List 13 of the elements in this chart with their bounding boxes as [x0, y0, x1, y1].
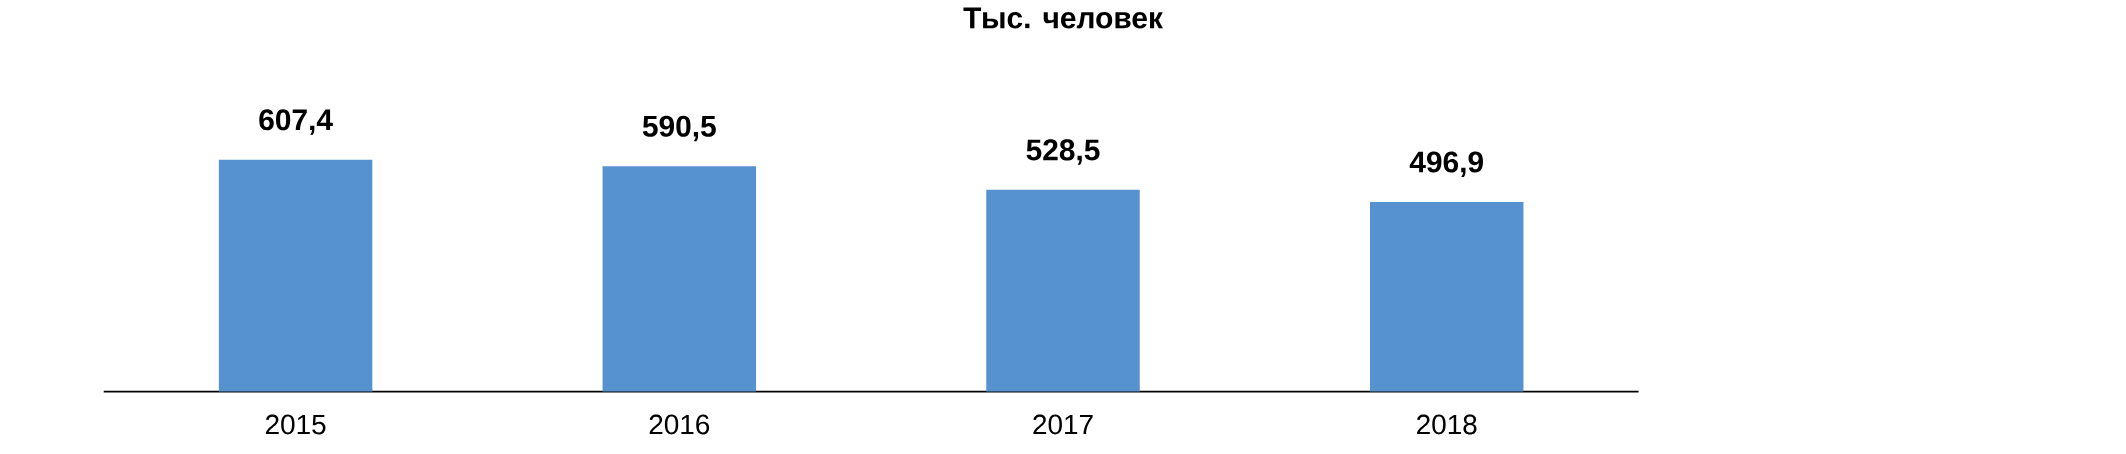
bar	[1369, 201, 1524, 392]
data-label: 590,5	[642, 115, 716, 142]
x-tick-label: 2017	[1033, 414, 1093, 435]
bar	[218, 159, 373, 392]
x-tick-label: 2018	[1417, 414, 1477, 435]
x-tick-label: 2015	[265, 414, 326, 435]
chart-title: Тыс. человек	[963, 7, 1163, 29]
x-tick-label: 2016	[649, 414, 710, 435]
data-label: 528,5	[1026, 139, 1100, 165]
bar	[602, 166, 757, 392]
data-label: 496,9	[1409, 151, 1483, 177]
bar	[986, 189, 1140, 392]
data-label: 607,4	[259, 109, 333, 135]
